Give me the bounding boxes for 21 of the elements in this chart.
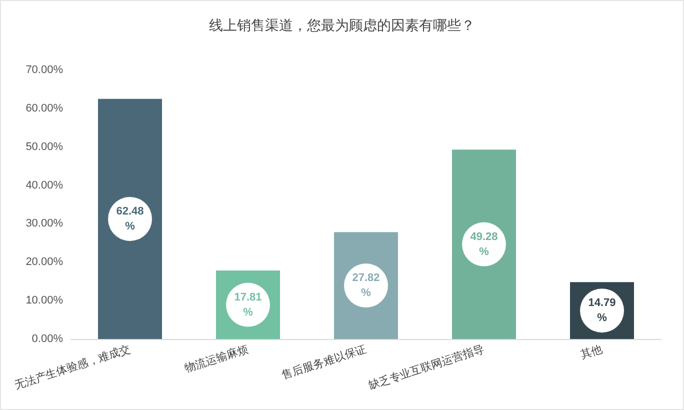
- y-tick-label: 60.00%: [26, 102, 64, 114]
- x-tick-label: 缺乏专业互联网运营指导: [366, 342, 486, 392]
- bar: [452, 150, 516, 339]
- data-label: 17.81%: [234, 291, 262, 318]
- bar: [98, 98, 162, 339]
- data-label: 62.48%: [116, 205, 144, 232]
- x-tick-label: 物流运输麻烦: [183, 342, 250, 376]
- y-tick-label: 0.00%: [32, 333, 64, 345]
- x-tick-label: 其他: [578, 342, 604, 362]
- y-tick-label: 40.00%: [26, 179, 64, 192]
- y-tick-label: 20.00%: [26, 256, 64, 268]
- y-tick-label: 30.00%: [26, 218, 64, 230]
- y-tick-label: 10.00%: [26, 294, 64, 307]
- x-tick-label: 售后服务难以保证: [280, 342, 368, 382]
- chart-title: 线上销售渠道，您最为顾虑的因素有哪些？: [209, 17, 475, 33]
- y-tick-label: 70.00%: [26, 64, 64, 76]
- data-label: 27.82%: [352, 272, 380, 300]
- y-tick-label: 50.00%: [26, 140, 64, 153]
- data-label: 49.28%: [470, 230, 498, 258]
- data-label: 14.79%: [588, 297, 616, 324]
- x-tick-label: 无法产生体验感，难成交: [12, 342, 132, 392]
